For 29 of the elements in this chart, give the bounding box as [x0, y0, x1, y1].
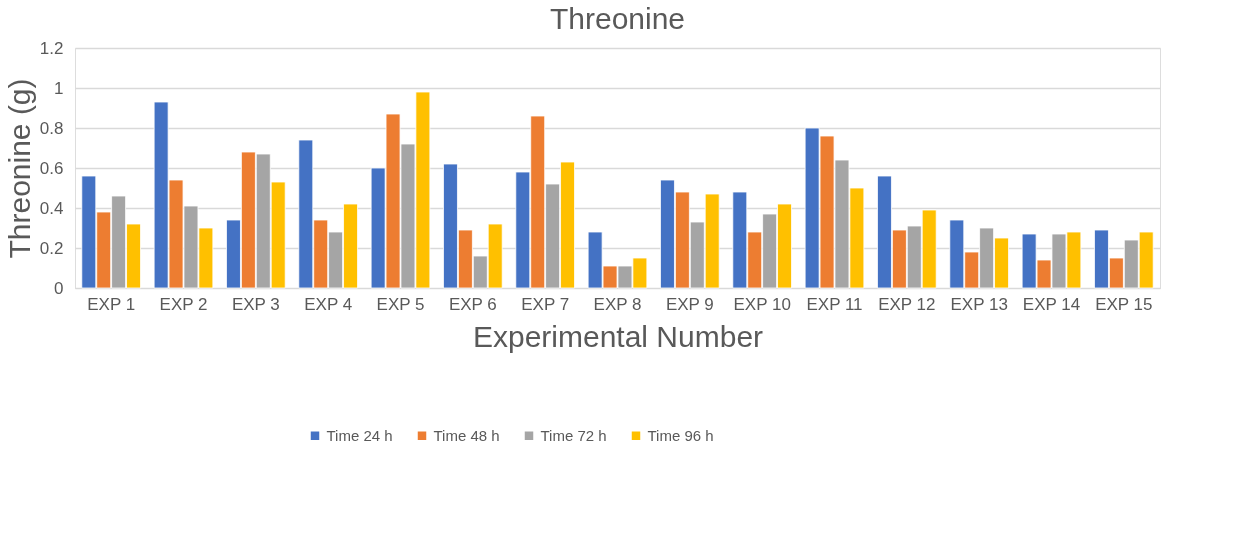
- x-tick-label: EXP 6: [448, 294, 497, 314]
- x-tick-label: EXP 10: [733, 294, 791, 314]
- y-axis-title: Threonine (g): [2, 78, 36, 259]
- x-tick-label: EXP 13: [950, 294, 1008, 314]
- x-tick-label: EXP 5: [376, 294, 425, 314]
- x-tick-label: EXP 8: [593, 294, 642, 314]
- x-tick-label: EXP 2: [159, 294, 208, 314]
- x-tick-label: EXP 14: [1022, 294, 1081, 314]
- y-tick-label: 1: [54, 78, 64, 98]
- chart-title: Threonine: [549, 2, 686, 35]
- y-tick-label: 0.6: [39, 158, 64, 178]
- y-tick-label: 0.2: [39, 238, 64, 258]
- x-axis-title: Experimental Number: [472, 319, 764, 353]
- x-tick-label: EXP 15: [1095, 294, 1153, 314]
- y-tick-label: 0: [54, 278, 64, 298]
- x-tick-label: EXP 4: [304, 294, 353, 314]
- y-tick-label: 0.8: [39, 118, 64, 138]
- x-tick-label: EXP 1: [87, 294, 136, 314]
- x-tick-label: EXP 7: [521, 294, 570, 314]
- y-tick-label: 0.4: [39, 198, 64, 218]
- y-tick-label: 1.2: [39, 38, 64, 58]
- legend-label: Time 48 h: [433, 426, 500, 444]
- x-tick-label: EXP 3: [231, 294, 280, 314]
- legend-label: Time 96 h: [647, 426, 714, 444]
- legend-label: Time 24 h: [326, 426, 393, 444]
- x-tick-label: EXP 12: [878, 294, 936, 314]
- legend-label: Time 72 h: [540, 426, 607, 444]
- x-tick-label: EXP 11: [806, 294, 863, 314]
- x-tick-label: EXP 9: [665, 294, 714, 314]
